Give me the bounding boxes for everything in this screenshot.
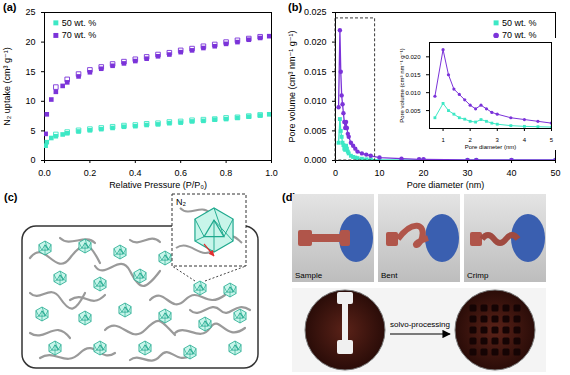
svg-text:Relative Pressure (P/P₀): Relative Pressure (P/P₀) — [109, 180, 207, 190]
svg-text:1.0: 1.0 — [265, 168, 278, 178]
svg-text:40: 40 — [506, 168, 516, 178]
svg-text:2: 2 — [468, 137, 472, 143]
svg-text:0.8: 0.8 — [220, 168, 233, 178]
svg-text:Pore volume (cm³ nm⁻¹ g⁻¹): Pore volume (cm³ nm⁻¹ g⁻¹) — [287, 30, 297, 142]
svg-text:Sample: Sample — [295, 271, 323, 280]
svg-text:0: 0 — [30, 155, 35, 165]
svg-text:10: 10 — [25, 96, 35, 106]
svg-text:20: 20 — [25, 37, 35, 47]
svg-text:50: 50 — [550, 168, 560, 178]
svg-text:0.0: 0.0 — [38, 168, 51, 178]
svg-text:(c): (c) — [4, 191, 18, 203]
svg-text:0.010: 0.010 — [405, 90, 421, 96]
svg-text:0.015: 0.015 — [304, 67, 327, 77]
svg-text:20: 20 — [418, 168, 428, 178]
svg-text:0.005: 0.005 — [304, 126, 327, 136]
svg-text:Pore volume (cm³ nm⁻¹ g⁻¹): Pore volume (cm³ nm⁻¹ g⁻¹) — [399, 48, 405, 123]
svg-text:30: 30 — [462, 168, 472, 178]
svg-text:0.025: 0.025 — [304, 7, 327, 17]
svg-text:Pore diameter (nm): Pore diameter (nm) — [465, 144, 517, 150]
svg-text:0.015: 0.015 — [405, 72, 421, 78]
svg-text:0.2: 0.2 — [84, 168, 97, 178]
svg-text:Pore diameter (nm): Pore diameter (nm) — [407, 180, 485, 190]
svg-text:0.6: 0.6 — [174, 168, 187, 178]
svg-text:50 wt. %: 50 wt. % — [502, 18, 537, 28]
svg-text:(d): (d) — [282, 191, 296, 203]
svg-text:Bent: Bent — [381, 271, 398, 280]
svg-text:0.010: 0.010 — [304, 96, 327, 106]
svg-text:N₂: N₂ — [176, 197, 186, 207]
svg-text:0.005: 0.005 — [405, 108, 421, 114]
svg-text:5: 5 — [550, 137, 554, 143]
svg-text:0.000: 0.000 — [304, 155, 327, 165]
svg-text:0.020: 0.020 — [405, 54, 421, 60]
svg-text:70 wt. %: 70 wt. % — [62, 30, 97, 40]
svg-text:10: 10 — [374, 168, 384, 178]
svg-text:N₂ uptake (cm³ g⁻¹): N₂ uptake (cm³ g⁻¹) — [2, 47, 12, 125]
html-text:(b): (b) — [288, 1, 302, 13]
svg-text:50 wt. %: 50 wt. % — [62, 18, 97, 28]
svg-text:0: 0 — [333, 168, 338, 178]
svg-text:4: 4 — [523, 137, 527, 143]
svg-text:0.4: 0.4 — [129, 168, 142, 178]
html-text:(a): (a) — [3, 1, 17, 13]
svg-text:solvo-processing: solvo-processing — [390, 320, 450, 329]
svg-text:25: 25 — [25, 7, 35, 17]
svg-text:3: 3 — [496, 137, 500, 143]
svg-text:70 wt. %: 70 wt. % — [502, 30, 537, 41]
svg-text:0.020: 0.020 — [304, 37, 327, 47]
svg-text:15: 15 — [25, 67, 35, 77]
svg-text:1: 1 — [441, 137, 445, 143]
svg-text:5: 5 — [30, 126, 35, 136]
svg-text:Crimp: Crimp — [467, 271, 489, 280]
